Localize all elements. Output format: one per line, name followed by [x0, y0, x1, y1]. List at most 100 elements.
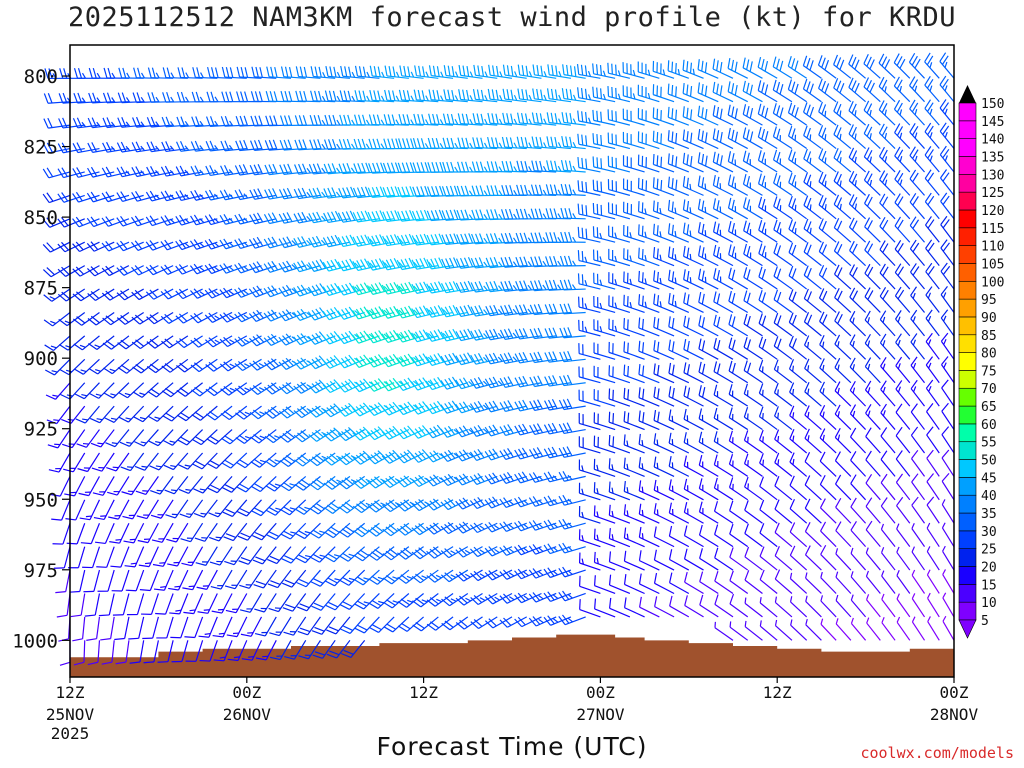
wind-barb-part	[321, 167, 326, 174]
wind-barb-part	[354, 262, 360, 268]
wind-barb-part	[283, 115, 289, 126]
wind-barb	[593, 505, 616, 524]
wind-barb	[308, 235, 336, 248]
wind-barb-part	[233, 656, 240, 659]
wind-barb-part	[577, 180, 580, 191]
wind-barb-part	[352, 212, 359, 223]
wind-barb-part	[181, 67, 186, 78]
wind-barb-part	[363, 330, 371, 340]
wind-barb-part	[105, 241, 113, 250]
wind-barb-part	[205, 388, 215, 397]
wind-barb-part	[97, 640, 101, 663]
wind-barb	[296, 569, 321, 588]
wind-barb	[220, 405, 248, 421]
wind-barb-part	[84, 614, 96, 617]
wind-barb-part	[334, 569, 351, 587]
wind-barb-part	[213, 382, 233, 397]
wind-barb	[608, 388, 631, 407]
wind-barb-part	[150, 593, 159, 615]
wind-barb-part	[62, 117, 68, 128]
wind-barb-part	[190, 314, 199, 324]
wind-barb-part	[413, 113, 417, 125]
wind-barb-part	[329, 650, 340, 656]
wind-barb-part	[548, 280, 554, 291]
wind-barb-part	[308, 483, 319, 491]
wind-barb-part	[191, 91, 196, 103]
wind-barb-part	[175, 265, 183, 275]
wind-barb-part	[87, 117, 93, 128]
wind-barb-part	[368, 114, 373, 125]
wind-barb-part	[653, 503, 657, 514]
wind-barb	[98, 593, 115, 617]
wind-barb-part	[255, 66, 259, 78]
wind-barb-part	[329, 356, 338, 366]
wind-barb	[283, 616, 307, 636]
wind-barb-part	[300, 381, 309, 390]
wind-barb-part	[532, 88, 535, 99]
wind-barb	[57, 217, 85, 228]
wind-barb-part	[239, 140, 245, 151]
wind-barb	[105, 429, 130, 448]
wind-barb-part	[271, 212, 278, 223]
wind-barb-part	[46, 142, 53, 153]
wind-barb-part	[642, 412, 645, 423]
wind-barb-part	[359, 549, 370, 557]
wind-barb-part	[480, 113, 484, 125]
wind-barb-part	[295, 532, 305, 540]
wind-barb	[255, 640, 277, 661]
wind-barb-part	[552, 279, 558, 291]
wind-barb	[114, 616, 130, 641]
wind-barb-part	[161, 116, 167, 128]
wind-barb-part	[448, 329, 455, 340]
wind-barb	[354, 65, 380, 79]
wind-barb-part	[160, 315, 170, 324]
wind-barb-part	[494, 185, 499, 196]
wind-barb-part	[75, 216, 84, 226]
wind-barb	[133, 67, 159, 79]
wind-barb-part	[204, 632, 211, 635]
wind-barb-part	[214, 67, 219, 78]
wind-barb-part	[559, 303, 565, 315]
wind-barb-part	[315, 478, 325, 486]
wind-barb-part	[227, 658, 239, 662]
wind-barb-part	[292, 593, 307, 612]
wind-barb	[180, 522, 204, 543]
wind-barb-part	[197, 611, 208, 614]
wind-barb-part	[43, 118, 49, 129]
wind-barb-part	[399, 65, 403, 76]
wind-barb-part	[175, 609, 182, 612]
wind-barb-part	[89, 417, 100, 424]
wind-barb-part	[331, 163, 337, 174]
wind-barb-part	[624, 597, 627, 608]
wind-barb-part	[502, 88, 506, 100]
wind-barb-part	[240, 91, 245, 102]
wind-barb-part	[450, 113, 455, 125]
wind-barb-part	[607, 86, 610, 97]
wind-barb-part	[287, 452, 307, 467]
wind-barb	[47, 429, 71, 449]
wind-barb-part	[623, 434, 626, 445]
wind-barb-part	[436, 114, 440, 125]
wind-barb-part	[247, 656, 254, 658]
wind-barb-part	[360, 235, 367, 246]
wind-barb-part	[96, 97, 101, 103]
wind-barb-part	[57, 218, 65, 228]
wind-barb	[147, 382, 174, 398]
wind-barb-part	[341, 211, 348, 222]
wind-barb-part	[226, 634, 238, 638]
wind-barb	[514, 375, 542, 388]
wind-barb-part	[337, 310, 345, 320]
wind-barb	[310, 546, 336, 563]
wind-barb-part	[299, 66, 304, 78]
wind-barb-part	[289, 522, 307, 540]
wind-barb-part	[338, 139, 344, 150]
wind-barb-part	[214, 405, 233, 421]
wind-barb	[150, 476, 174, 495]
wind-barb	[150, 499, 174, 519]
wind-barb-part	[250, 91, 255, 102]
wind-barb	[353, 569, 380, 586]
wind-barb-part	[464, 209, 470, 220]
wind-barb-part	[407, 599, 413, 603]
wind-barb	[307, 259, 336, 272]
wind-barb-part	[43, 93, 49, 104]
